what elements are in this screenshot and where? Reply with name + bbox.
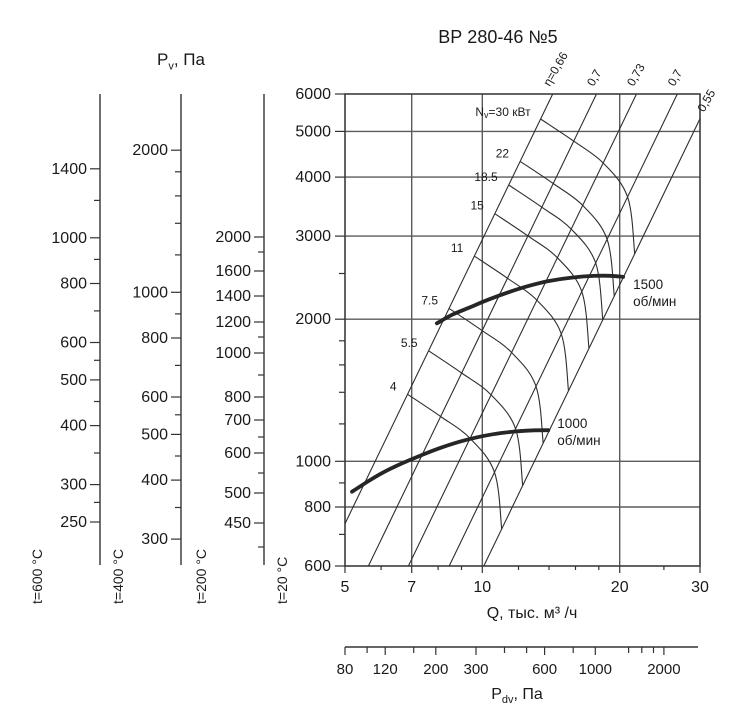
fan-curve-1000: 1000 об/мин bbox=[350, 416, 601, 494]
q-axis-label: Q, тыс. м³ /ч bbox=[486, 605, 578, 622]
x-tick-label: 10 bbox=[473, 579, 491, 596]
rpm-unit-label: об/мин bbox=[557, 433, 600, 448]
temp-label: t=600 °C bbox=[29, 549, 45, 604]
pdv-tick-label: 200 bbox=[423, 661, 448, 678]
rpm-value-label: 1000 bbox=[557, 416, 587, 431]
x-axis: 5 7 10 20 30 bbox=[341, 566, 709, 596]
y-tick-label: 1000 bbox=[295, 453, 331, 470]
power-curve bbox=[494, 213, 590, 349]
y-tick-label: 6000 bbox=[295, 86, 331, 103]
temp-scale-600: 1400 1000 800 600 500 400 300 250 t=600 °C bbox=[29, 94, 101, 604]
power-curve bbox=[473, 255, 570, 391]
temp-scale-tick-label: 500 bbox=[141, 426, 168, 443]
power-label: 22 bbox=[496, 146, 510, 160]
temp-scale-tick-label: 300 bbox=[141, 531, 168, 548]
temp-scale-tick-label: 1000 bbox=[215, 345, 251, 362]
power-curves: Nv=30 кВт 22 18.5 15 11 7.5 5.5 4 bbox=[390, 105, 636, 530]
pdv-tick-label: 2000 bbox=[647, 661, 680, 678]
pdv-tick-label: 600 bbox=[532, 661, 557, 678]
y-tick-label: 5000 bbox=[295, 123, 331, 140]
fan-curve-path-1500 bbox=[435, 273, 625, 326]
power-curve bbox=[448, 307, 544, 444]
temp-scale-tick-label: 1000 bbox=[51, 230, 87, 247]
pdv-tick-label: 1000 bbox=[579, 661, 612, 678]
x-tick-label: 30 bbox=[691, 579, 709, 596]
efficiency-label: 0,7 bbox=[665, 67, 686, 89]
temp-scale-tick-label: 300 bbox=[60, 477, 87, 494]
efficiency-label: 0,7 bbox=[584, 67, 605, 89]
y-tick-label: 3000 bbox=[295, 228, 331, 245]
power-curve bbox=[519, 160, 615, 297]
temp-scale-tick-label: 400 bbox=[60, 418, 87, 435]
pdv-axis: 80 120 200 300 600 1000 2000 bbox=[337, 646, 698, 678]
temp-scale-tick-label: 1400 bbox=[215, 288, 251, 305]
temp-scale-tick-label: 800 bbox=[224, 389, 251, 406]
temp-scale-tick-label: 1200 bbox=[215, 314, 251, 331]
temp-scale-tick-label: 500 bbox=[224, 485, 251, 502]
efficiency-line bbox=[483, 118, 701, 567]
temp-scale-tick-label: 450 bbox=[224, 515, 251, 532]
power-curve bbox=[540, 118, 636, 254]
x-tick-label: 7 bbox=[407, 579, 416, 596]
page-title: ВР 280-46 №5 bbox=[438, 27, 558, 47]
temp-scale-200: 2000 1600 1400 1200 1000 800 700 600 500 450 t=200… bbox=[193, 94, 265, 604]
pv-axis-header: Pv, Па bbox=[157, 50, 205, 73]
efficiency-line bbox=[407, 93, 637, 567]
x-tick-label: 20 bbox=[611, 579, 629, 596]
y-axis: 6000 5000 4000 3000 2000 1000 800 600 bbox=[295, 86, 345, 575]
y-tick-label: 2000 bbox=[295, 311, 331, 328]
temp-label: t=20 °C bbox=[274, 557, 290, 604]
efficiency-label: η=0,66 bbox=[540, 49, 571, 88]
power-curve bbox=[508, 184, 604, 320]
temp-scale-tick-label: 2000 bbox=[132, 142, 168, 159]
power-label: 7.5 bbox=[421, 293, 438, 307]
temp-scale-tick-label: 600 bbox=[141, 389, 168, 406]
temp-scale-tick-label: 800 bbox=[141, 330, 168, 347]
y-tick-label: 600 bbox=[304, 558, 331, 575]
temp-scale-20: t=20 °C bbox=[274, 557, 290, 604]
temp-scale-400: 2000 1000 800 600 500 400 300 t=400 °C bbox=[110, 94, 182, 604]
efficiency-line bbox=[448, 93, 678, 567]
pdv-tick-label: 300 bbox=[463, 661, 488, 678]
rpm-unit-label: об/мин bbox=[633, 294, 676, 309]
y-tick-label: 4000 bbox=[295, 169, 331, 186]
temp-scale-tick-label: 800 bbox=[60, 276, 87, 293]
power-label-first: Nv=30 кВт bbox=[475, 105, 531, 120]
power-label: 11 bbox=[451, 241, 464, 255]
temp-scale-tick-label: 1000 bbox=[132, 284, 168, 301]
fan-curve-path-1000 bbox=[350, 428, 551, 494]
power-label: 18.5 bbox=[474, 170, 498, 184]
power-label: 15 bbox=[470, 199, 484, 213]
temp-scale-tick-label: 600 bbox=[224, 445, 251, 462]
rpm-value-label: 1500 bbox=[633, 277, 663, 292]
power-label: 5.5 bbox=[401, 336, 418, 350]
temp-scale-tick-label: 1600 bbox=[215, 263, 251, 280]
pdv-axis-label: Pdv, Па bbox=[491, 686, 543, 707]
x-tick-label: 5 bbox=[341, 579, 350, 596]
efficiency-label: 0,73 bbox=[624, 61, 648, 89]
temp-label: t=200 °C bbox=[193, 549, 209, 604]
temp-scale-tick-label: 1400 bbox=[51, 161, 87, 178]
y-tick-label: 800 bbox=[304, 499, 331, 516]
temp-scale-tick-label: 500 bbox=[60, 372, 87, 389]
temp-scale-tick-label: 250 bbox=[60, 514, 87, 531]
pdv-tick-label: 80 bbox=[337, 661, 354, 678]
temp-label: t=400 °C bbox=[110, 549, 126, 604]
pdv-tick-label: 120 bbox=[373, 661, 398, 678]
fan-curve-1500: 1500 об/мин bbox=[435, 273, 676, 326]
grid bbox=[344, 93, 701, 567]
temp-scale-tick-label: 600 bbox=[60, 335, 87, 352]
power-label: 4 bbox=[390, 379, 397, 393]
plot-border bbox=[344, 93, 701, 567]
power-curve bbox=[428, 350, 524, 486]
efficiency-label: 0,55 bbox=[694, 87, 718, 115]
temp-scale-tick-label: 2000 bbox=[215, 229, 251, 246]
temp-scale-tick-label: 700 bbox=[224, 412, 251, 429]
efficiency-line bbox=[367, 93, 597, 567]
temp-scale-tick-label: 400 bbox=[141, 472, 168, 489]
